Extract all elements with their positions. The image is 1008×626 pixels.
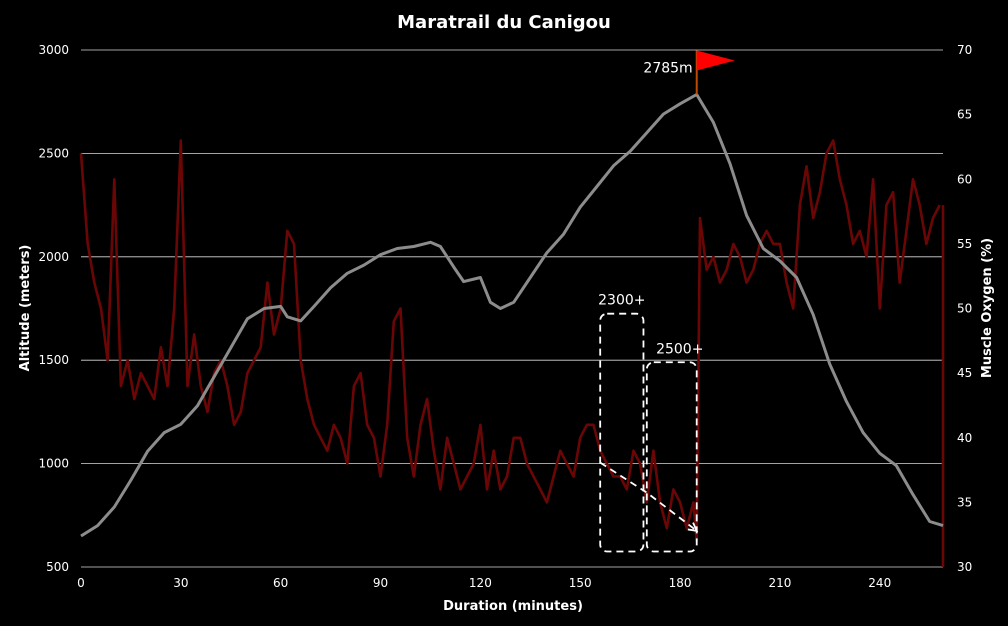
series-layer [79,93,945,567]
y2-tick-label: 50 [957,302,972,316]
x-axis-title: Duration (minutes) [443,599,583,614]
annotation-layer: 2785m 2300+ 2500+ [598,50,735,553]
muscle-oxygen-line [79,139,941,543]
y2-tick-label: 40 [957,431,972,445]
y-axis-title: Altitude (meters) [18,245,33,372]
x-tick-label: 210 [768,576,791,590]
flag-icon [696,50,735,71]
highlight-label-1: 2300+ [598,293,645,309]
y2-tick-label: 45 [957,366,972,380]
y2-tick-label: 55 [957,237,972,251]
y2-tick-label: 60 [957,172,972,186]
trend-arrow [599,461,698,532]
x-tick-label: 240 [868,576,891,590]
highlight-box-2 [645,361,698,553]
x-tick-label: 150 [569,576,592,590]
altitude-line [80,93,944,538]
axes: 5001000150020002500300030354045505560657… [38,43,972,590]
y-tick-label: 500 [46,560,69,574]
y-tick-label: 1500 [38,353,69,367]
trend-arrowhead [687,522,699,532]
chart-title: Maratrail du Canigou [397,12,611,33]
y2-tick-label: 30 [957,560,972,574]
x-tick-label: 180 [669,576,692,590]
x-tick-label: 30 [173,576,188,590]
y2-tick-label: 35 [957,495,972,509]
highlight-box-1 [599,312,645,553]
y2-tick-label: 70 [957,43,972,57]
y-tick-label: 2000 [38,250,69,264]
y-tick-label: 3000 [38,43,69,57]
y2-tick-label: 65 [957,108,972,122]
y2-axis-title: Muscle Oxygen (%) [980,238,995,378]
highlight-label-2: 2500+ [656,341,703,357]
x-tick-label: 60 [273,576,288,590]
y-tick-label: 1000 [38,457,69,471]
x-tick-label: 120 [469,576,492,590]
peak-label: 2785m [643,60,692,76]
x-tick-label: 90 [373,576,388,590]
x-tick-label: 0 [77,576,85,590]
y-tick-label: 2500 [38,146,69,160]
